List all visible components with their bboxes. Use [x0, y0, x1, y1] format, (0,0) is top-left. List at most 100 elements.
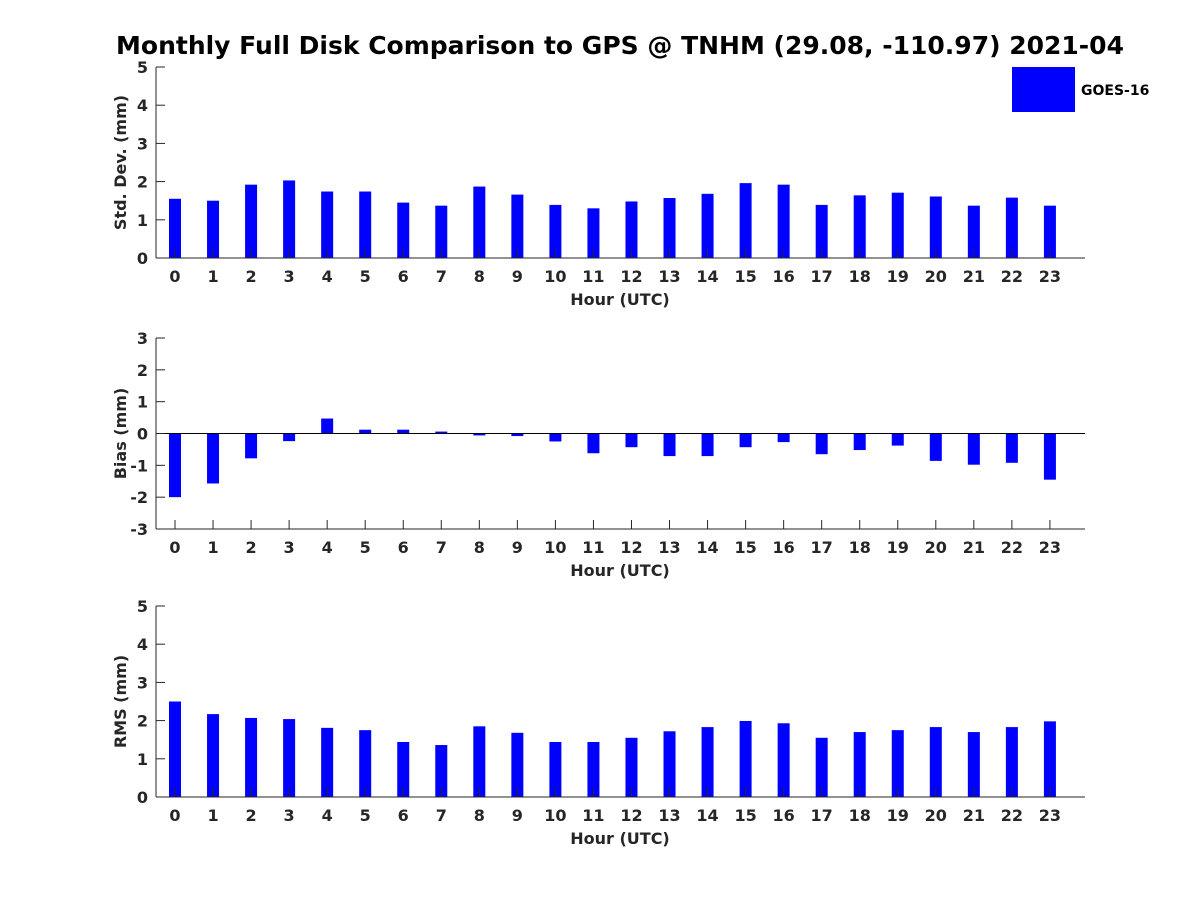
bar: [169, 198, 181, 258]
x-tick-label: 12: [620, 538, 642, 557]
bar: [891, 730, 904, 797]
x-tick-label: 0: [169, 538, 180, 557]
bar: [207, 714, 220, 797]
x-tick-label: 16: [773, 806, 795, 825]
bar: [549, 204, 562, 258]
bar: [929, 727, 942, 797]
bar: [1043, 721, 1056, 797]
x-tick-label: 0: [169, 806, 180, 825]
x-tick-label: 23: [1039, 806, 1061, 825]
bar: [663, 198, 676, 258]
bar: [473, 726, 486, 797]
bar: [549, 433, 562, 442]
y-tick-label: 3: [137, 329, 148, 348]
x-tick-label: 19: [887, 267, 909, 286]
bar: [359, 730, 372, 797]
bar: [1005, 433, 1018, 463]
x-tick-label: 16: [773, 538, 795, 557]
bar: [283, 433, 296, 442]
y-tick-label: 4: [137, 96, 148, 115]
x-tick-label: 20: [925, 806, 947, 825]
y-tick-label: -2: [130, 488, 148, 507]
bar: [1043, 433, 1056, 480]
x-tick-label: 0: [169, 267, 180, 286]
bar: [967, 732, 980, 797]
bar: [397, 429, 410, 434]
x-tick-label: 15: [734, 267, 756, 286]
legend: GOES-16: [1012, 67, 1149, 112]
x-tick-label: 2: [246, 267, 257, 286]
x-tick-label: 3: [284, 538, 295, 557]
bar: [169, 701, 181, 797]
legend-swatch-goes-16: [1012, 67, 1075, 112]
y-axis-label: RMS (mm): [111, 655, 130, 748]
x-tick-label: 17: [811, 267, 833, 286]
bar: [1043, 205, 1056, 258]
x-tick-label: 14: [696, 806, 718, 825]
x-tick-label: 13: [658, 806, 680, 825]
y-tick-label: 5: [137, 58, 148, 77]
x-tick-label: 11: [582, 267, 604, 286]
bar: [777, 184, 790, 258]
x-tick-label: 18: [849, 538, 871, 557]
bar: [359, 191, 372, 258]
x-axis-label: Hour (UTC): [570, 290, 670, 309]
bar: [815, 433, 828, 455]
x-tick-label: 9: [512, 806, 523, 825]
bar: [967, 205, 980, 258]
chart-title: Monthly Full Disk Comparison to GPS @ TN…: [116, 31, 1124, 60]
x-tick-label: 16: [773, 267, 795, 286]
y-tick-label: 0: [137, 249, 148, 268]
bar: [967, 433, 980, 465]
x-tick-label: 6: [398, 806, 409, 825]
bar: [435, 431, 448, 434]
bar: [283, 180, 296, 258]
x-tick-label: 5: [360, 806, 371, 825]
x-tick-label: 4: [322, 538, 333, 557]
x-tick-label: 13: [658, 267, 680, 286]
x-tick-label: 5: [360, 538, 371, 557]
bar: [663, 433, 676, 457]
bar: [891, 192, 904, 258]
x-tick-label: 10: [544, 538, 566, 557]
x-tick-label: 21: [963, 267, 985, 286]
x-tick-label: 10: [544, 267, 566, 286]
bar: [511, 732, 524, 797]
bar: [473, 433, 486, 436]
bar: [511, 433, 524, 437]
x-tick-label: 11: [582, 806, 604, 825]
bar: [169, 433, 181, 498]
y-tick-label: 0: [137, 425, 148, 444]
x-axis-label: Hour (UTC): [570, 561, 670, 580]
x-tick-label: 22: [1001, 806, 1023, 825]
x-tick-label: 6: [398, 267, 409, 286]
bar: [777, 433, 790, 443]
bar: [283, 719, 296, 797]
bar: [435, 745, 448, 797]
x-tick-label: 1: [207, 538, 218, 557]
y-tick-label: 2: [137, 361, 148, 380]
bar: [473, 186, 486, 258]
bar: [587, 741, 600, 797]
x-axis-label: Hour (UTC): [570, 829, 670, 848]
x-tick-label: 20: [925, 267, 947, 286]
x-tick-label: 4: [322, 806, 333, 825]
x-tick-label: 21: [963, 538, 985, 557]
x-tick-label: 10: [544, 806, 566, 825]
bar: [625, 201, 638, 258]
x-tick-label: 2: [246, 538, 257, 557]
bar: [321, 727, 334, 797]
bar: [701, 193, 714, 258]
x-tick-label: 7: [436, 538, 447, 557]
bar: [397, 202, 410, 258]
y-tick-label: 1: [137, 750, 148, 769]
x-tick-label: 15: [734, 806, 756, 825]
bar: [587, 433, 600, 454]
x-tick-label: 2: [246, 806, 257, 825]
bar: [891, 433, 904, 446]
bar: [1005, 197, 1018, 258]
x-tick-label: 14: [696, 267, 718, 286]
bar: [207, 433, 220, 484]
